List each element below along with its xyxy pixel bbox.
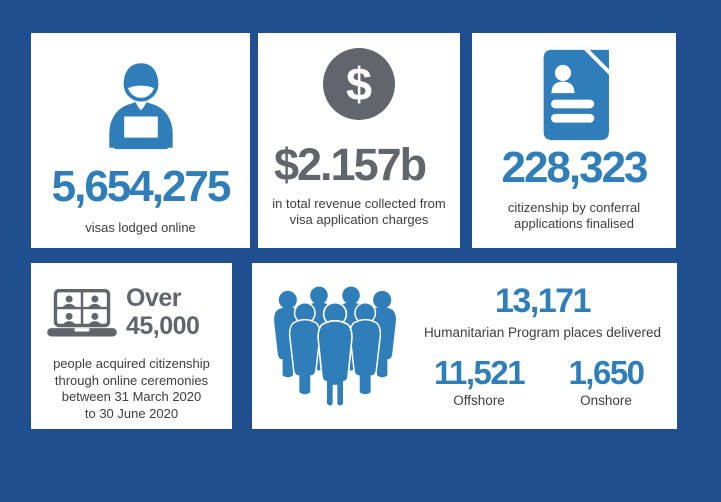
card-online-ceremonies: Over 45,000 people acquired citizenship … [31, 263, 232, 429]
video-ceremony-laptop-icon [47, 288, 117, 337]
ceremonies-header: Over 45,000 [44, 284, 200, 340]
card-revenue-collected: $ $2.157b in total revenue collected fro… [258, 33, 460, 248]
offshore-stat: 11,521 Offshore [420, 356, 538, 408]
visas-lodged-caption: visas lodged online [85, 220, 196, 235]
card-visas-lodged: 5,654,275 visas lodged online [31, 33, 250, 248]
revenue-caption: in total revenue collected from visa app… [272, 196, 445, 229]
caption-line: visa application charges [289, 212, 429, 228]
visas-lodged-value: 5,654,275 [51, 162, 232, 211]
caption-line: people acquired citizenship [53, 356, 210, 371]
offshore-label: Offshore [453, 393, 505, 408]
humanitarian-total-value: 13,171 [495, 282, 592, 320]
dollar-symbol: $ [346, 58, 372, 110]
revenue-value: $2.157b [274, 139, 427, 190]
humanitarian-stats: 13,171 Humanitarian Program places deliv… [406, 263, 677, 408]
caption-line: in total revenue collected from [272, 196, 446, 211]
caption-line: citizenship by conferral [507, 200, 641, 215]
person-at-laptop-icon [108, 63, 173, 150]
caption-line: applications finalised [514, 216, 634, 232]
humanitarian-caption: Humanitarian Program places delivered [423, 325, 662, 340]
people-crowd-icon [274, 286, 396, 408]
humanitarian-breakdown: 11,521 Offshore 1,650 Onshore [418, 356, 667, 408]
ceremonies-value: Over 45,000 [126, 284, 200, 340]
citizenship-caption: citizenship by conferral applications fi… [508, 200, 640, 233]
caption-line: to 30 June 2020 [84, 405, 179, 421]
onshore-stat: 1,650 Onshore [547, 356, 665, 408]
ceremonies-value-line: 45,000 [126, 311, 200, 340]
card-humanitarian-program: 13,171 Humanitarian Program places deliv… [252, 263, 677, 429]
onshore-label: Onshore [580, 393, 632, 408]
ceremonies-value-line: Over [126, 284, 181, 312]
card-citizenship-conferral: 228,323 citizenship by conferral applica… [472, 33, 676, 248]
document-profile-icon [543, 49, 609, 141]
dollar-circle-icon: $ [323, 48, 395, 120]
caption-line: through online ceremonies [54, 372, 209, 388]
caption-line: between 31 March 2020 [61, 389, 202, 404]
citizenship-value: 228,323 [501, 143, 648, 192]
onshore-value: 1,650 [568, 354, 645, 391]
ceremonies-caption: people acquired citizenship through onli… [53, 356, 210, 422]
people-crowd-icon-wrap [264, 281, 406, 420]
offshore-value: 11,521 [433, 354, 526, 391]
